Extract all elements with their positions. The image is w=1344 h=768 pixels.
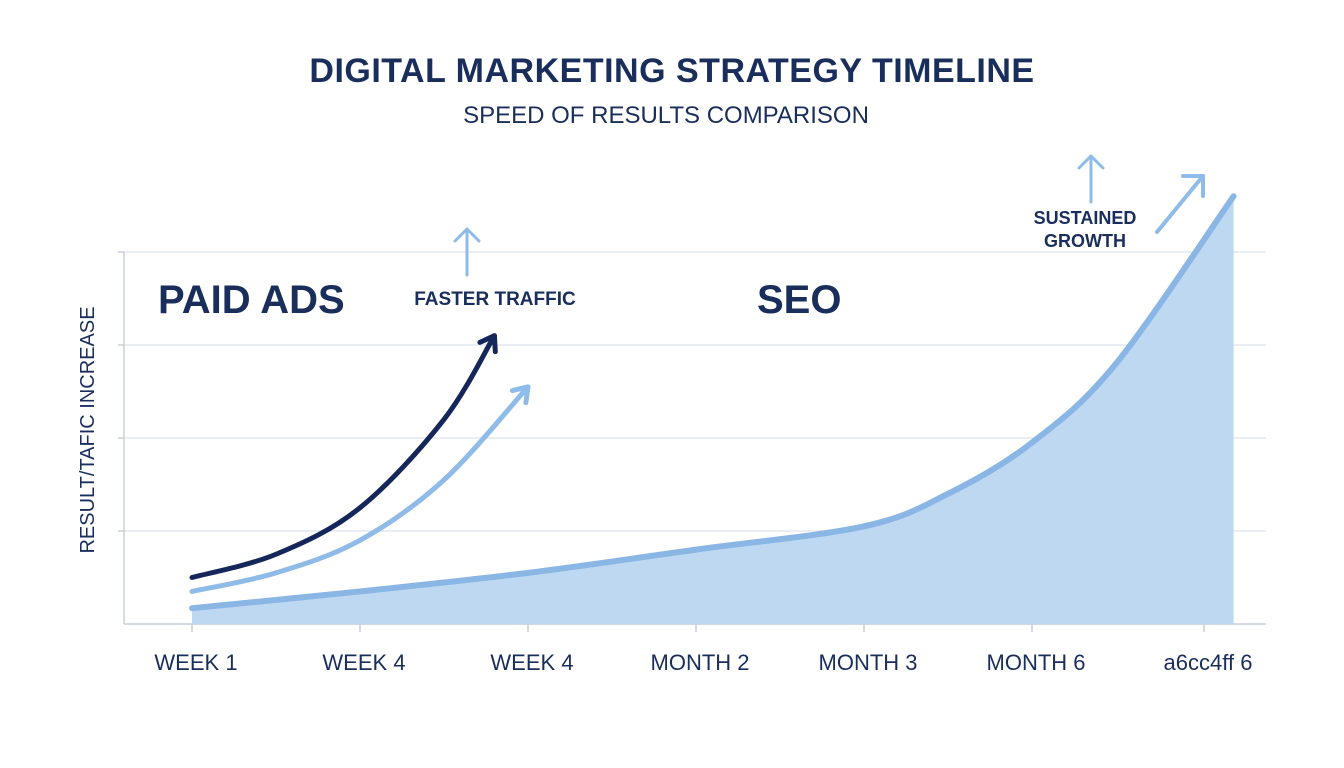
x-tick-label: WEEK 1 <box>154 650 237 675</box>
x-tick-label: WEEK 4 <box>490 650 573 675</box>
sustained-growth-diag-arrow-head <box>1181 174 1205 198</box>
x-tick-label: a6cc4ff 6 <box>1164 650 1253 675</box>
x-tick-label: MONTH 6 <box>987 650 1086 675</box>
paid-ads-secondary-line-arrowhead <box>509 384 531 406</box>
series-label-paid-ads: PAID ADS <box>158 278 345 322</box>
series-label-seo: SEO <box>757 278 841 322</box>
annotation-faster-traffic: FASTER TRAFFIC <box>414 289 576 310</box>
paid-ads-line <box>189 333 497 580</box>
y-axis-label: RESULT/TAFIC INCREASE <box>77 306 99 553</box>
annotation-sustained-growth: SUSTAINED GROWTH <box>1034 208 1137 251</box>
seo-area <box>192 196 1234 624</box>
paid-ads-secondary-line <box>189 384 531 594</box>
chart-subtitle: SPEED OF RESULTS COMPARISON <box>463 102 869 129</box>
paid-ads-line-arrowhead <box>477 333 498 355</box>
sustained-growth-diag-arrow <box>1155 174 1205 234</box>
x-tick-label: MONTH 2 <box>651 650 750 675</box>
x-tick-label: WEEK 4 <box>322 650 405 675</box>
sustained-growth-arrow-head <box>1077 154 1105 170</box>
faster-traffic-arrow-head <box>453 227 481 243</box>
x-tick-label: MONTH 3 <box>819 650 918 675</box>
chart-title: DIGITAL MARKETING STRATEGY TIMELINE <box>309 52 1035 90</box>
seo-line <box>189 193 1237 612</box>
